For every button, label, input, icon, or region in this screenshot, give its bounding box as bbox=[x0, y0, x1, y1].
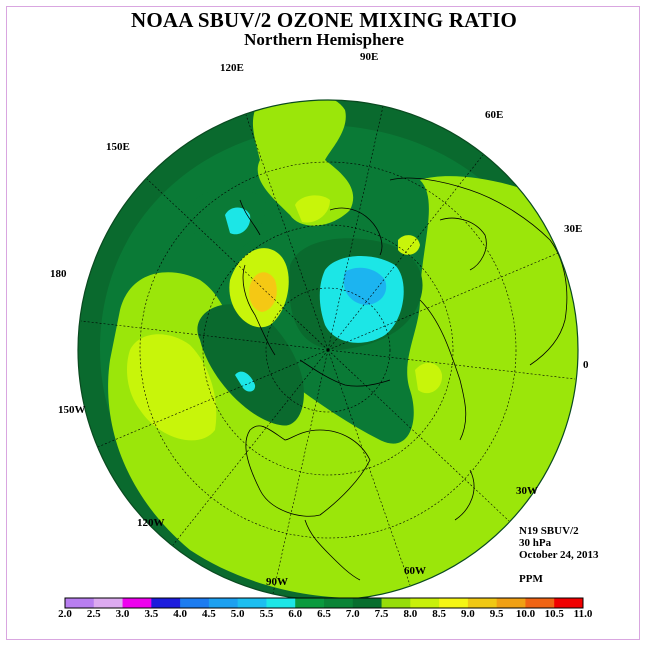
colorbar-swatch bbox=[266, 598, 296, 608]
coastlines bbox=[239, 177, 568, 581]
field-8.0-arctic bbox=[295, 195, 330, 223]
colorbar-swatch bbox=[151, 598, 181, 608]
colorbar-tick-label: 10.0 bbox=[515, 608, 536, 620]
lon-label-90w: 90W bbox=[266, 576, 288, 588]
colorbar-tick-label: 9.5 bbox=[489, 608, 504, 620]
field-6.0-bering bbox=[235, 371, 256, 392]
lon-label-90e: 90E bbox=[360, 51, 379, 63]
graticule bbox=[80, 101, 576, 599]
colorbar-tick-label: 3.5 bbox=[144, 608, 159, 620]
colorbar-swatch bbox=[237, 598, 267, 608]
lon-label-60w: 60W bbox=[404, 565, 426, 577]
lon-label-150e: 150E bbox=[106, 141, 130, 153]
colorbar-tick-label: 5.5 bbox=[259, 608, 274, 620]
lon-label-120e: 120E bbox=[220, 62, 244, 74]
lon-label-60e: 60E bbox=[485, 109, 504, 121]
field-5.5-low bbox=[343, 267, 387, 305]
units-label: PPM bbox=[519, 573, 543, 585]
lon-label-30w: 30W bbox=[516, 485, 538, 497]
figure-border bbox=[6, 6, 640, 640]
field-7.0-pacific bbox=[197, 304, 304, 426]
lon-label-150w: 150W bbox=[58, 404, 86, 416]
field-7.5-large bbox=[108, 176, 578, 598]
colorbar-tick-label: 6.5 bbox=[317, 608, 331, 620]
colorbar-tick-label: 7.5 bbox=[374, 608, 389, 620]
map-title: NOAA SBUV/2 OZONE MIXING RATIO bbox=[131, 8, 517, 32]
colorbar-tick-label: 3.0 bbox=[115, 608, 130, 620]
colorbar-tick-label: 8.0 bbox=[403, 608, 418, 620]
lon-label-0: 0 bbox=[583, 359, 589, 371]
field-7.5-north bbox=[252, 100, 354, 226]
colorbar-tick-label: 4.0 bbox=[173, 608, 187, 620]
field-8.0-europe bbox=[415, 362, 443, 394]
colorbar-tick-label: 2.5 bbox=[86, 608, 101, 620]
lon-label-180: 180 bbox=[50, 268, 67, 280]
colorbar-swatch bbox=[122, 598, 152, 608]
colorbar-tick-label: 5.0 bbox=[230, 608, 245, 620]
map-subtitle: Northern Hemisphere bbox=[244, 30, 404, 49]
field-8.5-peak bbox=[249, 272, 277, 312]
colorbar-tick-label: 7.0 bbox=[345, 608, 360, 620]
instrument-label: N19 SBUV/2 bbox=[519, 525, 579, 537]
colorbar bbox=[64, 597, 584, 609]
colorbar-swatch bbox=[410, 598, 440, 608]
colorbar-swatch bbox=[180, 598, 210, 608]
colorbar-swatch bbox=[467, 598, 498, 608]
colorbar-swatch bbox=[295, 598, 325, 608]
lon-label-30e: 30E bbox=[564, 223, 583, 235]
colorbar-swatch bbox=[324, 598, 354, 608]
colorbar-swatch bbox=[93, 598, 124, 608]
lon-label-120w: 120W bbox=[137, 517, 165, 529]
colorbar-swatch bbox=[439, 598, 469, 608]
colorbar-tick-label: 2.0 bbox=[58, 608, 72, 620]
colorbar-tick-label: 11.0 bbox=[573, 608, 593, 620]
ozone-field bbox=[78, 100, 578, 600]
level-label: 30 hPa bbox=[519, 537, 552, 549]
field-8.0-south bbox=[127, 334, 217, 441]
colorbar-tick-label: 6.0 bbox=[288, 608, 303, 620]
colorbar-swatch bbox=[381, 598, 411, 608]
date-label: October 24, 2013 bbox=[519, 549, 599, 561]
colorbar-swatch bbox=[65, 598, 95, 608]
colorbar-swatch bbox=[525, 598, 555, 608]
colorbar-tick-label: 4.5 bbox=[202, 608, 216, 620]
colorbar-tick-label: 8.5 bbox=[432, 608, 446, 620]
colorbar-swatch bbox=[352, 598, 383, 608]
colorbar-swatch bbox=[208, 598, 239, 608]
colorbar-swatch bbox=[496, 598, 526, 608]
colorbar-tick-label: 9.0 bbox=[461, 608, 475, 620]
colorbar-swatch bbox=[554, 598, 584, 608]
field-8.0-greenland bbox=[398, 235, 420, 255]
field-6.0-nw bbox=[225, 207, 251, 235]
colorbar-tick-label: 10.5 bbox=[544, 608, 564, 620]
